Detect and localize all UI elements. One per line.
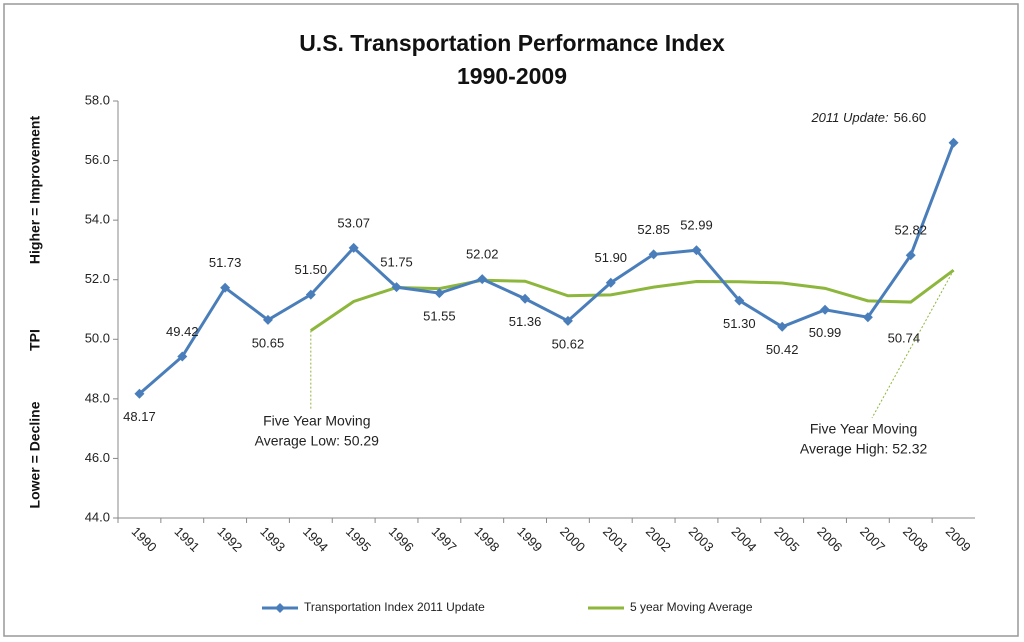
data-label: 56.60 [894, 110, 927, 125]
data-label: 51.55 [423, 309, 456, 324]
data-label: 50.74 [888, 331, 921, 346]
annotation-leader [871, 269, 955, 419]
data-label: 50.99 [809, 325, 842, 340]
marker [905, 250, 916, 261]
annotation: Five Year Moving [810, 421, 917, 437]
y-tick-label: 58.0 [85, 92, 110, 107]
data-label: 51.36 [509, 314, 542, 329]
y-tick-label: 56.0 [85, 152, 110, 167]
marker [648, 249, 659, 260]
chart-title: U.S. Transportation Performance Index [299, 30, 725, 56]
marker [177, 351, 188, 362]
marker [305, 289, 316, 300]
data-label: 49.42 [166, 324, 199, 339]
y-tick-label: 44.0 [85, 509, 110, 524]
series-line [309, 268, 955, 332]
data-label: 48.17 [123, 409, 156, 424]
data-label: 52.02 [466, 247, 499, 262]
data-label: 51.90 [595, 250, 628, 265]
data-label: 52.82 [894, 223, 927, 238]
marker [948, 137, 959, 148]
marker [134, 388, 145, 399]
data-label: 51.75 [380, 255, 413, 270]
y-axis-label: Higher = Improvement [27, 116, 43, 265]
data-label: 52.99 [680, 218, 713, 233]
legend-label: Transportation Index 2011 Update [304, 600, 485, 614]
marker [391, 282, 402, 293]
chart-subtitle: 1990-2009 [457, 63, 567, 89]
annotation: 2011 Update: [810, 110, 888, 125]
chart-frame [3, 3, 1019, 637]
data-label: 51.30 [723, 316, 756, 331]
y-tick-label: 50.0 [85, 331, 110, 346]
marker [520, 293, 531, 304]
data-label: 53.07 [337, 215, 370, 230]
marker [820, 304, 831, 315]
marker [862, 312, 873, 323]
legend-label: 5 year Moving Average [630, 600, 753, 614]
series-line [138, 142, 955, 395]
annotation: Average High: 52.32 [800, 441, 928, 457]
marker [734, 295, 745, 306]
data-label: 50.42 [766, 342, 799, 357]
data-label: 52.85 [637, 222, 670, 237]
marker [777, 321, 788, 332]
marker [262, 314, 273, 325]
y-tick-label: 48.0 [85, 390, 110, 405]
data-label: 50.62 [552, 336, 585, 351]
y-tick-label: 54.0 [85, 212, 110, 227]
marker [691, 245, 702, 256]
y-tick-label: 52.0 [85, 271, 110, 286]
y-tick-label: 46.0 [85, 450, 110, 465]
marker [605, 277, 616, 288]
marker [562, 315, 573, 326]
marker [348, 242, 359, 253]
data-label: 50.65 [252, 335, 285, 350]
data-label: 51.50 [295, 262, 328, 277]
annotation: Five Year Moving [263, 413, 370, 429]
y-axis-label: TPI [27, 329, 43, 351]
data-label: 51.73 [209, 255, 242, 270]
legend-marker [275, 603, 285, 613]
marker [477, 274, 488, 285]
marker [220, 282, 231, 293]
annotation: Average Low: 50.29 [255, 433, 379, 449]
y-axis-label: Lower = Decline [27, 401, 43, 508]
marker [434, 288, 445, 299]
